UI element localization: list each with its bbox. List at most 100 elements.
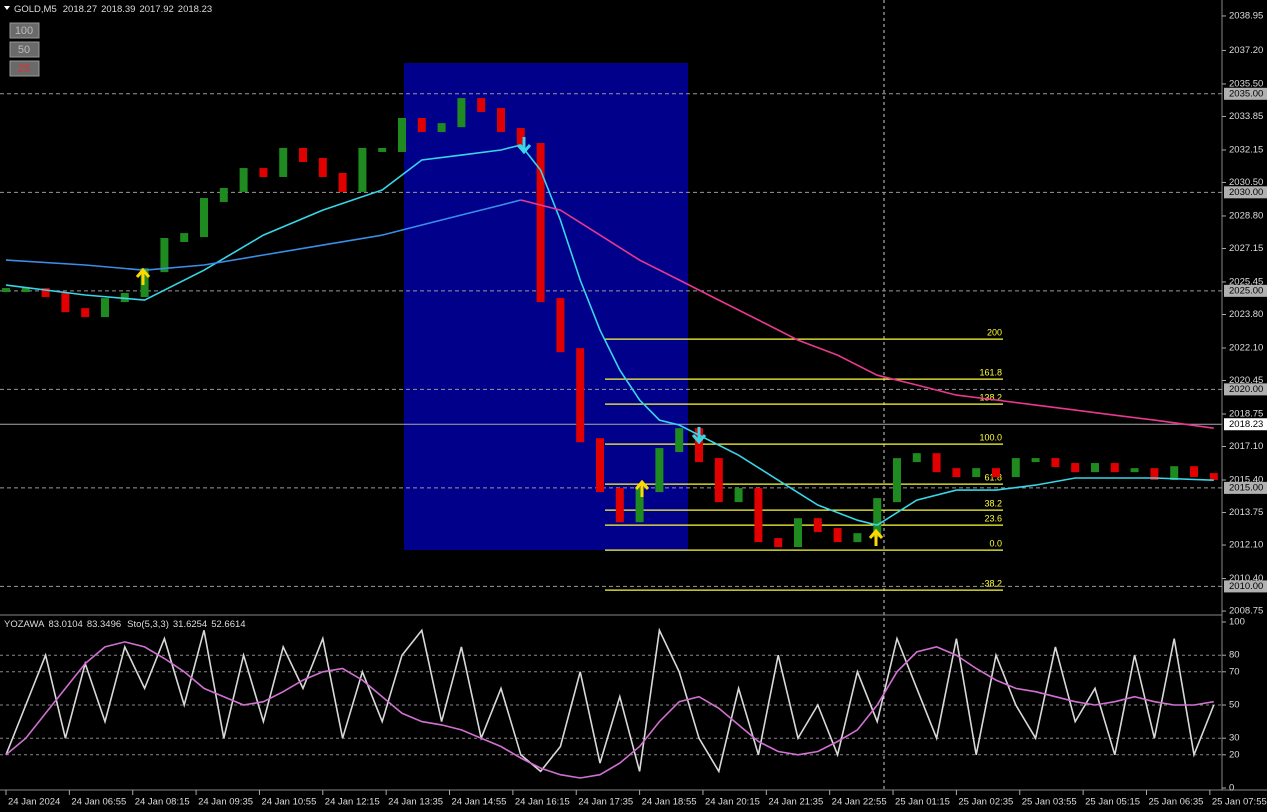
- price-bar: [318, 158, 327, 177]
- current-price-box: [1224, 418, 1267, 431]
- button-label[interactable]: 50: [18, 44, 30, 56]
- y-tick-label: 2010.40: [1229, 573, 1263, 584]
- current-price-label: 2018.23: [1229, 419, 1263, 430]
- price-bar: [299, 147, 307, 163]
- y-tick-label: 2023.80: [1229, 309, 1263, 320]
- y-tick-label: 50: [1229, 700, 1240, 711]
- price-bar: [912, 453, 921, 463]
- symbol: GOLD,M5: [14, 4, 57, 15]
- y-tick-label: 2033.85: [1229, 111, 1263, 122]
- price-bar: [477, 98, 486, 112]
- y-tick-label: 2037.20: [1229, 45, 1263, 56]
- level-box: [1224, 186, 1267, 199]
- price-bar: [437, 123, 446, 133]
- y-tick-label: 2027.15: [1229, 243, 1263, 254]
- y-tick-label: 100: [1229, 617, 1245, 628]
- price-bar: [2, 288, 10, 293]
- price-bar: [734, 488, 743, 503]
- fib-label: 138.2: [979, 393, 1002, 403]
- price-bar: [219, 187, 228, 203]
- moving-average: [5, 144, 1214, 526]
- price-bar: [714, 458, 723, 503]
- price-bar: [279, 147, 288, 177]
- y-tick-label: 2030.50: [1229, 177, 1263, 188]
- price-bar: [41, 288, 50, 297]
- x-tick-label: 24 Jan 09:35: [198, 797, 253, 808]
- fib-label: 23.6: [984, 514, 1002, 524]
- x-tick-label: 24 Jan 18:55: [642, 797, 697, 808]
- fib-label: 161.8: [979, 367, 1002, 377]
- x-tick-label: 24 Jan 17:35: [578, 797, 633, 808]
- price-bar: [378, 147, 387, 152]
- price-bar: [1091, 463, 1099, 473]
- price-bar: [180, 233, 189, 243]
- x-tick-label: 24 Jan 13:35: [388, 797, 443, 808]
- y-tick-label: 2032.15: [1229, 144, 1263, 155]
- button-label[interactable]: 100: [15, 25, 33, 37]
- button[interactable]: [9, 60, 40, 77]
- quote: 2018.23: [178, 4, 212, 15]
- price-bar: [635, 488, 644, 523]
- price-bar: [358, 147, 367, 192]
- price-bar: [1190, 466, 1198, 478]
- x-tick-label: 24 Jan 06:55: [71, 797, 126, 808]
- indicator-name: YOZAWA: [4, 619, 45, 630]
- y-tick-label: 2015.40: [1229, 475, 1263, 486]
- level-box: [1224, 87, 1267, 100]
- y-tick-label: 2020.45: [1229, 375, 1263, 386]
- price-bar: [140, 268, 149, 297]
- y-tick-label: 2035.50: [1229, 78, 1263, 89]
- price-bar: [853, 533, 862, 543]
- moving-average: [520, 199, 1214, 429]
- button[interactable]: [9, 22, 40, 39]
- price-bar: [972, 468, 981, 478]
- quote: 2018.39: [101, 4, 135, 15]
- price-bar: [259, 168, 268, 177]
- level-label: 2025.00: [1229, 285, 1263, 296]
- price-bar: [536, 143, 545, 303]
- indicator-name: Sto(5,3,3): [127, 619, 169, 630]
- x-tick-label: 25 Jan 07:55: [1212, 797, 1267, 808]
- level-label: 2035.00: [1229, 88, 1263, 99]
- level-label: 2015.00: [1229, 482, 1263, 493]
- price-bar: [873, 498, 882, 538]
- price-bar: [794, 518, 802, 548]
- y-tick-label: 0: [1229, 783, 1234, 794]
- price-bar: [1209, 473, 1218, 481]
- price-bar: [200, 198, 208, 238]
- button-label[interactable]: 25: [18, 63, 30, 75]
- price-bar: [21, 288, 30, 293]
- price-bar: [457, 98, 466, 128]
- level-box: [1224, 284, 1267, 297]
- price-bar: [695, 428, 703, 463]
- buy-arrow: [634, 479, 650, 497]
- price-bar: [516, 128, 525, 148]
- indicator-value: 52.6614: [211, 619, 245, 630]
- button[interactable]: [9, 41, 40, 58]
- price-bar: [813, 518, 822, 533]
- stochastic-panel: [0, 627, 1222, 779]
- x-tick-label: 24 Jan 2024: [8, 797, 60, 808]
- level-label: 2030.00: [1229, 187, 1263, 198]
- indicator-value: 83.0104: [48, 619, 82, 630]
- price-bar: [101, 298, 109, 318]
- x-tick-label: 25 Jan 01:15: [895, 797, 950, 808]
- price-bar: [596, 438, 604, 493]
- moving-average: [5, 199, 521, 272]
- price-bar: [239, 168, 248, 192]
- x-tick-label: 24 Jan 14:55: [452, 797, 507, 808]
- indicator-header: YOZAWA 83.0104 83.3496 Sto(5,3,3) 31.6254 52.…: [4, 619, 246, 630]
- y-tick-label: 2025.45: [1229, 276, 1263, 287]
- y-tick-label: 2018.75: [1229, 409, 1263, 420]
- y-tick-label: 2038.95: [1229, 10, 1263, 21]
- oscillator-line: [5, 627, 1215, 774]
- y-tick-label: 2012.10: [1229, 540, 1263, 551]
- x-tick-label: 25 Jan 03:55: [1022, 797, 1077, 808]
- header: GOLD,M5 2018.27 2018.39 2017.92 2018.23: [4, 4, 212, 15]
- fib-label: 38.2: [984, 499, 1002, 509]
- y-tick-label: 2013.75: [1229, 507, 1263, 518]
- buy-arrow: [868, 528, 884, 546]
- quote: 2018.27: [63, 4, 97, 15]
